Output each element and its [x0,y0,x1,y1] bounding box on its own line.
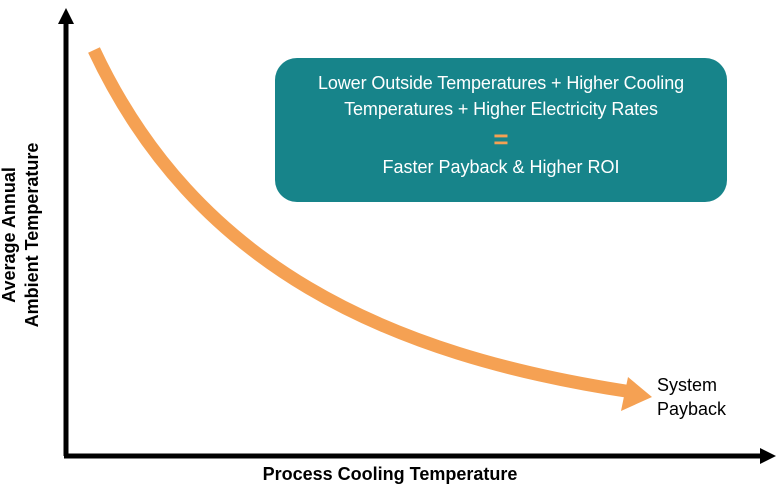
y-axis-label: Average Annual Ambient Temperature [0,115,54,355]
callout-line-1: Lower Outside Temperatures + Higher Cool… [317,73,685,93]
payback-curve [88,47,633,399]
callout-result: Faster Payback & Higher ROI [382,157,620,177]
roi-callout-box: Lower Outside Temperatures + Higher Cool… [275,58,727,202]
callout-equals-sign: = [493,124,509,154]
y-axis-label-line1: Average Annual [0,167,19,303]
x-axis-label: Process Cooling Temperature [262,464,518,484]
y-axis-label-line2: Ambient Temperature [22,142,42,328]
payback-curve-arrowhead [621,377,652,411]
curve-end-label-line1: System [657,375,718,395]
curve-end-label: System Payback [657,373,726,421]
curve-end-label-line2: Payback [657,399,727,419]
y-axis-arrowhead [58,8,74,24]
x-axis-arrowhead [760,448,776,464]
callout-line-2: Temperatures + Higher Electricity Rates [344,99,658,119]
